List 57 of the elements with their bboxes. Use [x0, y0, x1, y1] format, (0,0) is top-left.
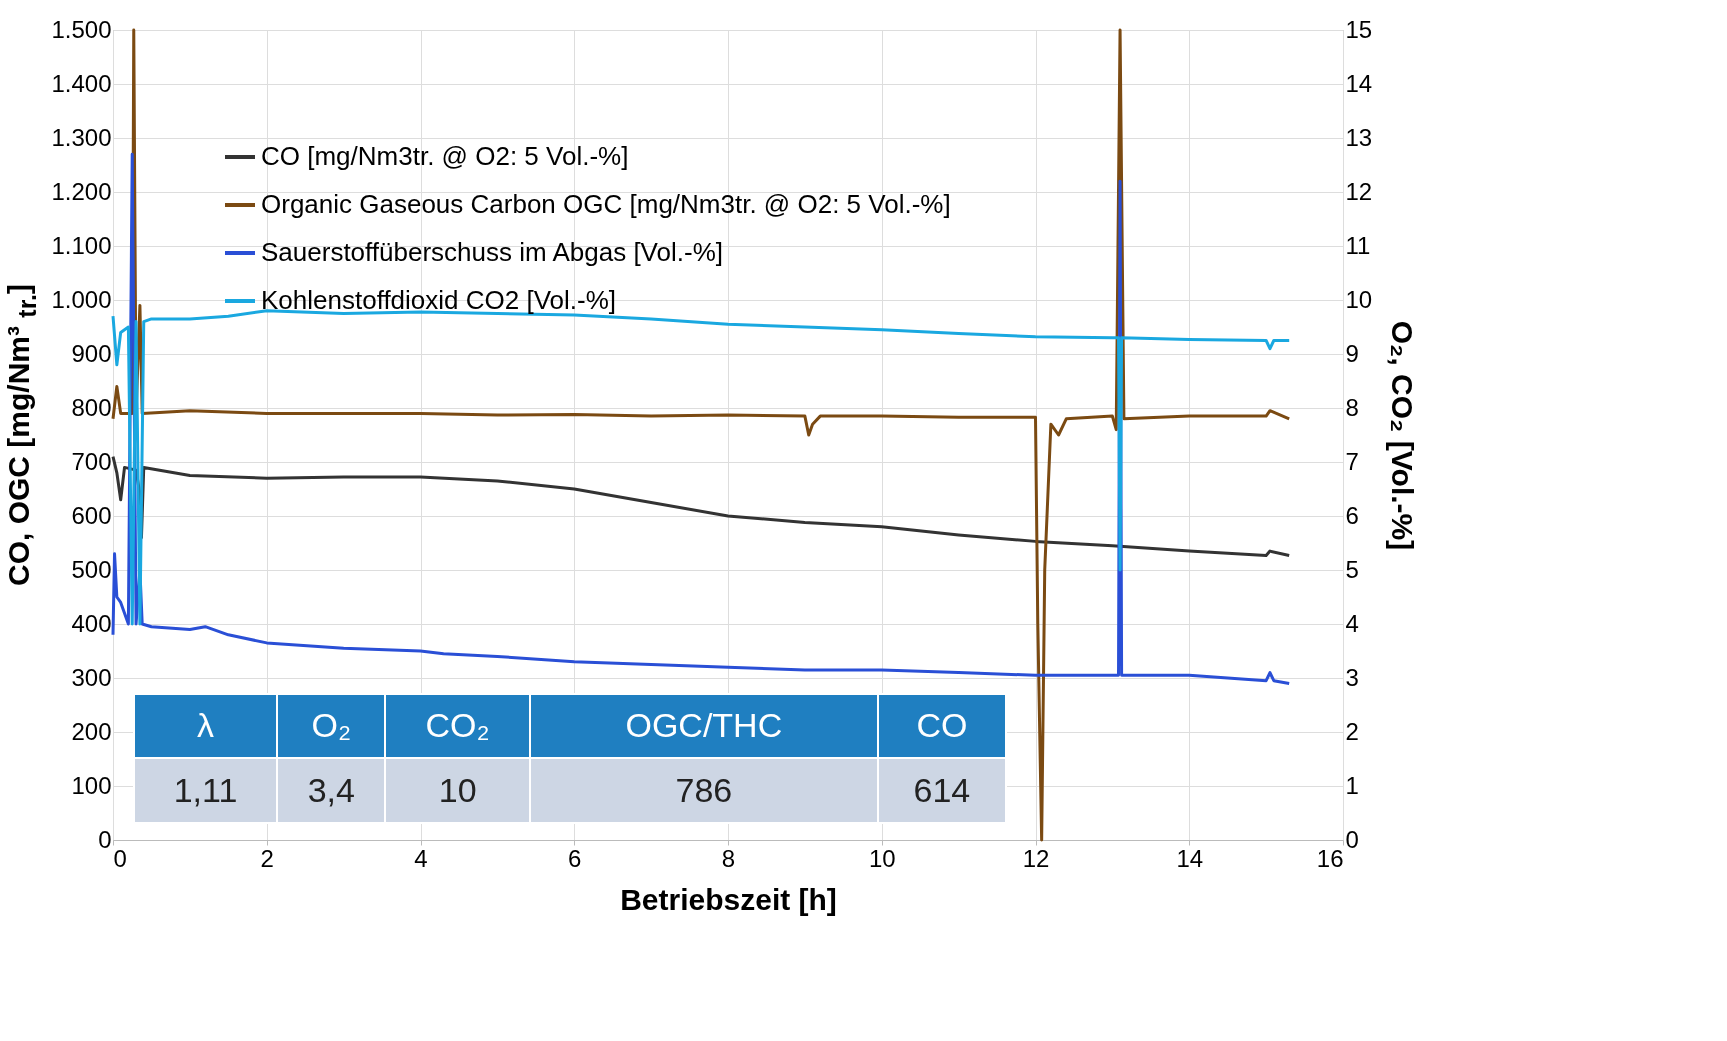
- y2-tick-label: 8: [1345, 393, 1359, 421]
- annotation: λ: [133, 693, 278, 759]
- x-axis-title: Betriebszeit [h]: [620, 882, 837, 916]
- y-tick-label: 400: [71, 609, 112, 637]
- y2-tick-label: 7: [1345, 447, 1359, 475]
- y-tick-label: 900: [71, 339, 112, 367]
- y-tick-label: 1.300: [51, 123, 112, 151]
- y-tick-label: 1.400: [51, 69, 112, 97]
- y-tick-label: 700: [71, 447, 112, 475]
- x-tick-label: 6: [568, 844, 582, 872]
- y-tick-label: 200: [71, 717, 112, 745]
- y2-tick-label: 5: [1345, 555, 1359, 583]
- line-series: [111, 455, 1291, 557]
- x-tick-label: 10: [868, 844, 896, 872]
- x-tick-label: 12: [1022, 844, 1050, 872]
- legend-label: Sauerstoffüberschuss im Abgas [Vol.-%]: [261, 237, 723, 267]
- y2-axis-title: O₂, CO₂ [Vol.-%]: [1386, 320, 1420, 551]
- y2-tick-label: 14: [1345, 69, 1373, 97]
- y2-tick-label: 0: [1345, 825, 1359, 853]
- annotation: 10: [385, 758, 531, 823]
- y-tick-label: 300: [71, 663, 112, 691]
- legend-label: CO [mg/Nm3tr. @ O2: 5 Vol.-%]: [261, 141, 629, 171]
- y-tick-label: 1.200: [51, 177, 112, 205]
- y-tick-label: 1.500: [51, 15, 112, 43]
- x-tick-label: 8: [721, 844, 736, 872]
- legend-label: Kohlenstoffdioxid CO2 [Vol.-%]: [261, 285, 617, 315]
- y2-tick-label: 10: [1345, 285, 1373, 313]
- y-tick-label: 0: [98, 825, 112, 853]
- y2-tick-label: 4: [1345, 609, 1359, 637]
- legend-label: Organic Gaseous Carbon OGC [mg/Nm3tr. @ O2: 5 Vol.-%]: [261, 189, 951, 219]
- y2-tick-label: 13: [1345, 123, 1373, 151]
- annotation: CO: [877, 693, 1007, 759]
- x-tick-label: 14: [1176, 844, 1204, 872]
- y2-tick-label: 15: [1345, 15, 1373, 43]
- x-tick-label: 16: [1316, 844, 1344, 872]
- annotation: 1,11: [133, 758, 278, 823]
- y2-tick-label: 12: [1345, 177, 1373, 205]
- y2-tick-label: 2: [1345, 717, 1359, 745]
- y-tick-label: 500: [71, 555, 112, 583]
- annotation: 3,4: [277, 758, 386, 823]
- y2-tick-label: 11: [1345, 231, 1371, 259]
- y-tick-label: 1.100: [51, 231, 112, 259]
- y2-tick-label: 3: [1345, 663, 1359, 691]
- x-tick-label: 4: [414, 844, 428, 872]
- annotation: OGC/THC: [530, 693, 878, 759]
- y-tick-label: 100: [71, 771, 112, 799]
- x-tick-label: 2: [260, 844, 274, 872]
- y-tick-label: 800: [71, 393, 112, 421]
- y2-tick-label: 6: [1345, 501, 1359, 529]
- annotation: 786: [530, 758, 878, 823]
- y2-tick-label: 1: [1345, 771, 1359, 799]
- y2-tick-label: 9: [1345, 339, 1359, 367]
- annotation: 614: [877, 758, 1007, 823]
- annotation: O₂: [277, 693, 386, 759]
- y-tick-label: 1.000: [51, 285, 112, 313]
- y-tick-label: 600: [71, 501, 112, 529]
- annotation: CO₂: [385, 693, 531, 759]
